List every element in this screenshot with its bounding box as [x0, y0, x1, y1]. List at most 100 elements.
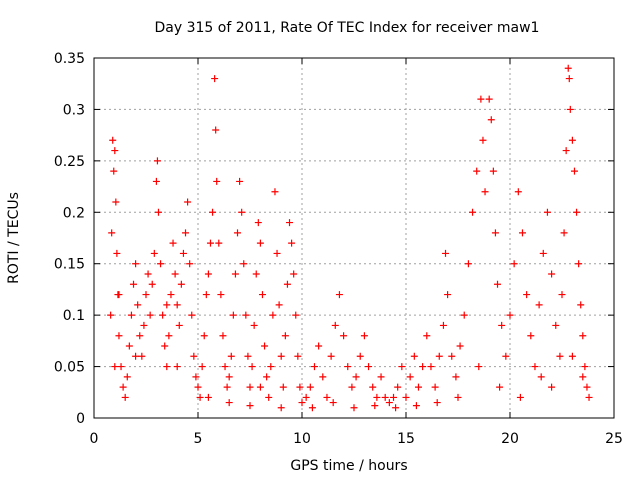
- data-point: [323, 393, 331, 401]
- data-point: [209, 208, 217, 216]
- data-point: [173, 301, 181, 309]
- data-point: [454, 393, 462, 401]
- data-point: [204, 393, 212, 401]
- data-point: [298, 399, 306, 407]
- data-point: [184, 198, 192, 206]
- tick-labels: 0 5 10 15 20 25 0 0.05 0.1 0.15 0.2 0.25 0.3 0.35: [54, 51, 623, 447]
- data-point: [479, 136, 487, 144]
- data-point: [234, 229, 242, 237]
- data-point: [548, 383, 556, 391]
- data-point: [119, 383, 127, 391]
- data-point: [335, 291, 343, 299]
- data-point: [514, 188, 522, 196]
- data-point: [319, 373, 327, 381]
- data-point: [473, 167, 481, 175]
- data-point: [258, 291, 266, 299]
- data-point: [188, 311, 196, 319]
- data-point: [242, 311, 250, 319]
- data-point: [115, 332, 123, 340]
- data-point: [564, 64, 572, 72]
- data-point: [531, 363, 539, 371]
- data-point: [423, 332, 431, 340]
- data-point: [113, 249, 121, 257]
- data-point: [173, 363, 181, 371]
- data-point: [510, 260, 518, 268]
- data-point: [204, 270, 212, 278]
- data-point: [296, 383, 304, 391]
- data-point: [310, 363, 318, 371]
- data-point: [573, 208, 581, 216]
- data-point: [111, 147, 119, 155]
- data-point: [136, 332, 144, 340]
- data-point: [273, 249, 281, 257]
- data-point: [568, 352, 576, 360]
- data-point: [394, 383, 402, 391]
- data-point: [271, 188, 279, 196]
- data-point: [244, 352, 252, 360]
- data-point: [385, 399, 393, 407]
- data-point: [390, 393, 398, 401]
- data-point: [491, 229, 499, 237]
- data-point: [240, 260, 248, 268]
- data-point: [527, 332, 535, 340]
- data-point: [448, 352, 456, 360]
- data-point: [406, 373, 414, 381]
- data-point: [340, 332, 348, 340]
- data-point: [231, 270, 239, 278]
- data-point: [398, 363, 406, 371]
- data-point: [315, 342, 323, 350]
- data-point: [352, 373, 360, 381]
- data-point: [121, 393, 129, 401]
- y-tick-label: 0.25: [54, 154, 85, 170]
- data-point: [360, 332, 368, 340]
- data-point: [579, 373, 587, 381]
- data-point: [150, 249, 158, 257]
- data-point: [444, 291, 452, 299]
- data-point: [331, 321, 339, 329]
- data-point: [275, 301, 283, 309]
- x-axis-label: GPS time / hours: [290, 458, 407, 474]
- data-points: [107, 64, 593, 412]
- y-tick-label: 0.3: [63, 102, 85, 118]
- x-tick-label: 0: [90, 431, 99, 447]
- data-point: [261, 342, 269, 350]
- data-point: [475, 363, 483, 371]
- data-point: [108, 229, 116, 237]
- x-tick-label: 5: [194, 431, 203, 447]
- data-point: [460, 311, 468, 319]
- data-point: [167, 291, 175, 299]
- data-point: [581, 363, 589, 371]
- data-point: [134, 301, 142, 309]
- data-point: [190, 352, 198, 360]
- data-point: [163, 301, 171, 309]
- data-point: [277, 352, 285, 360]
- data-point: [117, 363, 125, 371]
- data-point: [263, 373, 271, 381]
- x-tick-label: 25: [605, 431, 623, 447]
- data-point: [283, 280, 291, 288]
- data-point: [410, 352, 418, 360]
- data-point: [577, 301, 585, 309]
- data-point: [132, 260, 140, 268]
- data-point: [392, 404, 400, 412]
- data-point: [469, 208, 477, 216]
- data-point: [381, 393, 389, 401]
- data-point: [132, 352, 140, 360]
- data-point: [281, 332, 289, 340]
- data-point: [229, 311, 237, 319]
- data-point: [196, 393, 204, 401]
- data-point: [279, 383, 287, 391]
- data-point: [286, 219, 294, 227]
- data-point: [256, 383, 264, 391]
- data-point: [373, 393, 381, 401]
- data-point: [213, 177, 221, 185]
- data-point: [539, 249, 547, 257]
- y-tick-label: 0.15: [54, 257, 85, 273]
- data-point: [431, 383, 439, 391]
- plot-frame: [93, 57, 615, 419]
- data-point: [146, 311, 154, 319]
- data-point: [269, 311, 277, 319]
- data-point: [562, 147, 570, 155]
- data-point: [435, 352, 443, 360]
- data-point: [206, 239, 214, 247]
